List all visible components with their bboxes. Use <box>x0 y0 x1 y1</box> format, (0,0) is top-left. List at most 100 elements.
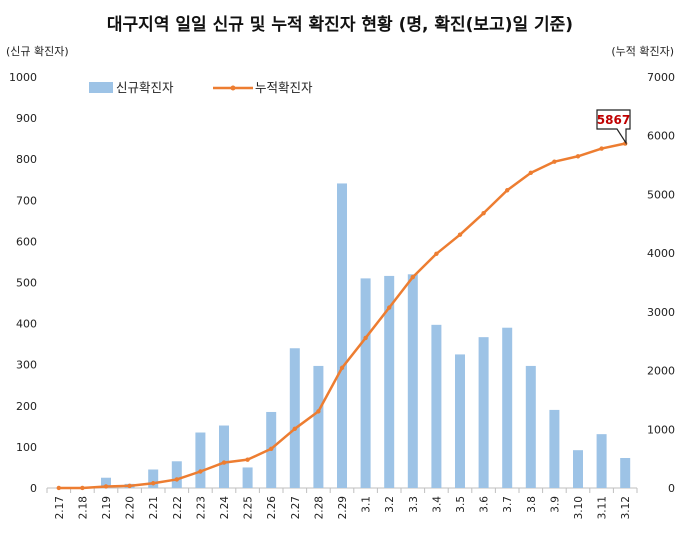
x-tick-label: 2.29 <box>337 496 349 519</box>
right-tick-label: 6000 <box>647 130 675 143</box>
left-tick-label: 100 <box>16 441 37 454</box>
x-tick-label: 3.1 <box>361 496 373 513</box>
right-tick-label: 4000 <box>647 247 675 260</box>
legend-swatch-bar <box>89 82 113 93</box>
bar-new-cases <box>455 354 465 488</box>
x-tick-label: 2.23 <box>195 496 207 519</box>
bar-series <box>101 183 631 488</box>
point-cumulative-cases <box>103 484 109 489</box>
right-tick-label: 1000 <box>647 423 675 436</box>
x-tick-label: 3.3 <box>408 496 420 513</box>
bar-new-cases <box>384 275 395 488</box>
point-cumulative-cases <box>528 170 533 176</box>
point-cumulative-cases <box>292 426 297 432</box>
point-cumulative-cases <box>339 365 345 371</box>
x-tick-label: 2.26 <box>266 496 278 520</box>
last-value-callout: 5867 <box>596 109 631 146</box>
bar-new-cases <box>549 409 560 488</box>
x-tick-label: 3.4 <box>431 496 443 513</box>
right-tick-label: 0 <box>668 482 675 495</box>
left-tick-label: 600 <box>16 235 37 248</box>
x-tick-label: 2.21 <box>148 496 160 519</box>
x-tick-label: 2.28 <box>313 496 325 519</box>
bar-new-cases <box>407 274 418 488</box>
x-axis-labels: 2.17 2.18 2.19 2.20 2.21 2.22 2.23 2.24 2.25 2.26… <box>54 496 632 520</box>
point-cumulative-cases <box>363 335 368 341</box>
callout-label: 5867 <box>597 113 630 127</box>
bar-new-cases <box>620 457 631 488</box>
bar-new-cases <box>242 467 253 488</box>
point-cumulative-cases <box>127 483 132 489</box>
x-tick-label: 3.12 <box>620 496 632 519</box>
chart-title: 대구지역 일일 신규 및 누적 확진자 현황 (명, 확진(보고)일 기준) <box>107 15 573 35</box>
x-tick-label: 3.7 <box>502 496 514 513</box>
left-tick-label: 400 <box>16 318 37 331</box>
point-cumulative-cases <box>221 460 227 465</box>
point-cumulative-cases <box>505 188 510 193</box>
x-tick-label: 2.19 <box>101 496 113 519</box>
right-y-ticks: 0 1000 2000 3000 4000 5000 6000 7000 <box>647 71 675 495</box>
x-tick-label: 3.11 <box>597 496 609 519</box>
bar-new-cases <box>195 432 206 488</box>
left-tick-label: 1000 <box>9 71 37 84</box>
bar-new-cases <box>101 477 111 488</box>
legend-swatch-marker <box>230 85 236 91</box>
point-cumulative-cases <box>269 446 274 451</box>
left-tick-label: 200 <box>16 400 37 413</box>
bar-new-cases <box>219 425 229 488</box>
x-tick-label: 3.9 <box>549 496 561 513</box>
left-tick-label: 0 <box>30 482 37 495</box>
point-cumulative-cases <box>599 146 604 151</box>
right-tick-label: 7000 <box>647 71 675 84</box>
left-axis-label: (신규 확진자) <box>6 45 69 58</box>
x-tick-label: 2.22 <box>172 496 184 519</box>
point-cumulative-cases <box>174 477 179 482</box>
point-cumulative-cases <box>56 485 61 491</box>
bar-new-cases <box>573 450 583 488</box>
point-cumulative-cases <box>316 409 321 414</box>
bar-new-cases <box>360 278 371 488</box>
point-cumulative-cases <box>198 469 203 474</box>
point-cumulative-cases <box>575 154 581 159</box>
x-axis-tick-marks <box>46 488 638 493</box>
legend-label-line: 누적확진자 <box>255 80 313 95</box>
line-series <box>56 141 628 491</box>
left-tick-label: 700 <box>16 194 37 207</box>
point-cumulative-cases <box>151 481 156 486</box>
right-axis-label: (누적 확진자) <box>611 45 674 58</box>
left-y-ticks: 0 100 200 300 400 500 600 700 800 900 1000 <box>9 71 37 495</box>
point-cumulative-cases <box>387 305 392 310</box>
bar-new-cases <box>502 327 513 488</box>
bar-new-cases <box>596 434 607 488</box>
left-tick-label: 800 <box>16 153 37 166</box>
bar-new-cases <box>431 324 442 488</box>
bar-new-cases <box>478 337 489 488</box>
right-tick-label: 3000 <box>647 306 675 319</box>
x-tick-label: 2.25 <box>243 496 255 519</box>
legend: 신규확진자 누적확진자 <box>89 80 313 95</box>
point-cumulative-cases <box>481 210 486 216</box>
point-cumulative-cases <box>80 485 85 491</box>
left-tick-label: 900 <box>16 112 37 125</box>
x-tick-label: 3.2 <box>384 496 396 513</box>
x-tick-label: 3.5 <box>455 496 467 513</box>
x-tick-label: 2.27 <box>290 496 302 519</box>
callout-box <box>596 109 631 146</box>
left-tick-label: 300 <box>16 359 37 372</box>
bar-new-cases <box>525 365 536 488</box>
right-tick-label: 2000 <box>647 365 675 378</box>
x-tick-label: 3.6 <box>479 496 491 513</box>
x-tick-label: 2.18 <box>77 496 89 519</box>
bar-new-cases <box>148 469 159 488</box>
point-cumulative-cases <box>410 274 415 280</box>
x-tick-label: 2.17 <box>54 496 66 519</box>
bar-new-cases <box>171 461 182 488</box>
legend-label-bar: 신규확진자 <box>116 80 174 95</box>
right-tick-label: 5000 <box>647 188 675 201</box>
x-tick-label: 2.20 <box>125 496 137 519</box>
x-tick-label: 3.8 <box>526 496 538 513</box>
x-tick-label: 2.24 <box>219 496 231 520</box>
point-cumulative-cases <box>245 457 250 462</box>
bar-new-cases <box>289 348 300 488</box>
